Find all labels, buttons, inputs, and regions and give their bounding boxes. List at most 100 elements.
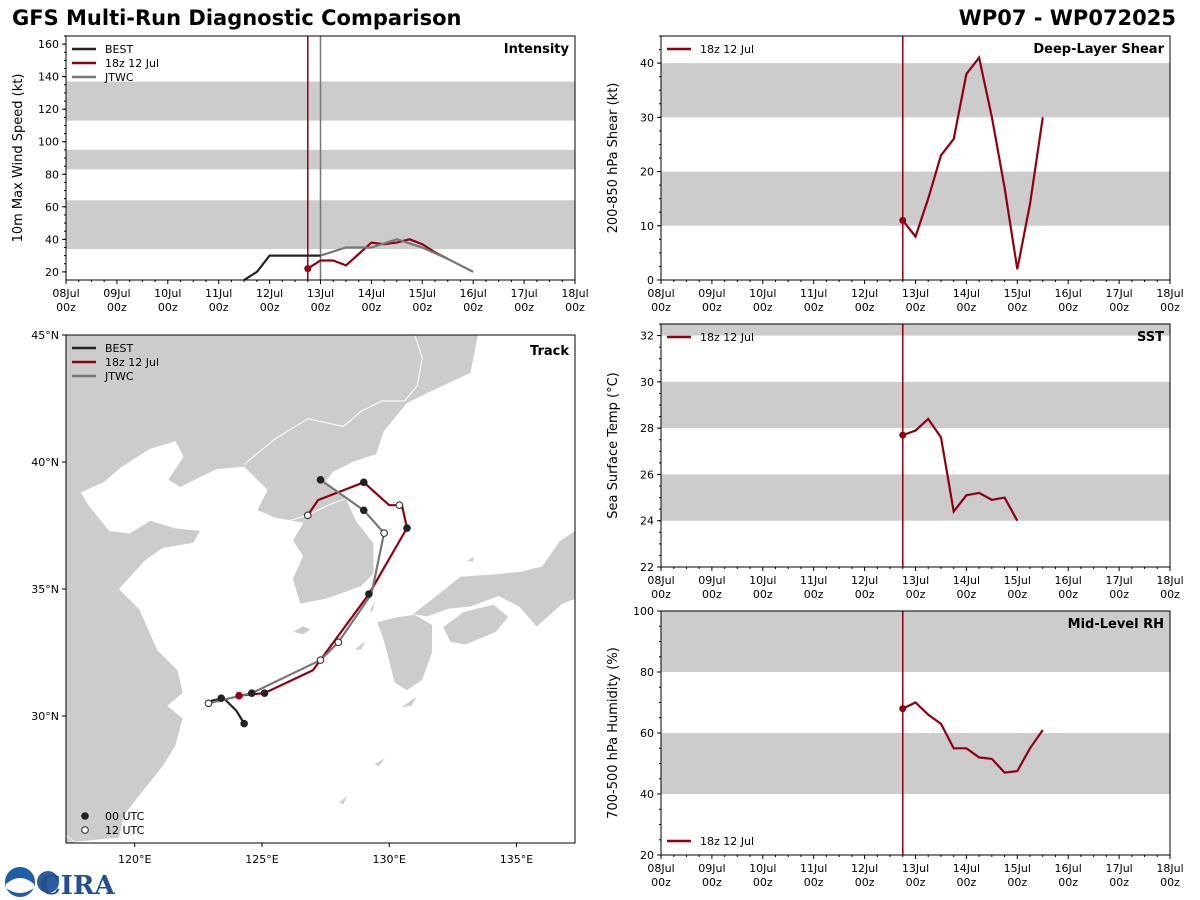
x-tick-label-day: 08Jul: [647, 574, 674, 587]
panel-title: Deep-Layer Shear: [1033, 42, 1164, 57]
border-china-russia: [404, 335, 423, 402]
chart-intensity: 2040608010012014016008Jul00z09Jul00z10Ju…: [11, 35, 589, 314]
lon-tick-label: 130°E: [372, 853, 405, 866]
x-tick-label-hour: 00z: [906, 301, 926, 314]
y-tick-label: 140: [38, 71, 59, 84]
track-marker-best: [217, 694, 226, 703]
panel-title: Track: [530, 344, 569, 359]
x-tick-label-day: 18Jul: [561, 287, 588, 300]
land-shikoku: [442, 603, 510, 646]
land-taiwan-edge: [66, 834, 77, 843]
y-tick-label: 30: [640, 111, 654, 124]
x-tick-label-hour: 00z: [311, 301, 331, 314]
x-tick-label-hour: 00z: [1160, 876, 1180, 889]
legend-label: JTWC: [104, 71, 134, 84]
x-tick-label-hour: 00z: [514, 301, 534, 314]
x-tick-label-hour: 00z: [906, 588, 926, 601]
legend-label: 18z 12 Jul: [700, 43, 754, 56]
y-axis-label: 10m Max Wind Speed (kt): [11, 74, 26, 243]
threshold-band-0: [661, 733, 1170, 794]
x-tick-label-hour: 00z: [1007, 876, 1027, 889]
land-honshu: [411, 530, 575, 628]
x-tick-label-day: 08Jul: [647, 862, 674, 875]
x-tick-label-day: 12Jul: [851, 287, 878, 300]
track-line-best: [210, 697, 246, 725]
x-tick-label-day: 09Jul: [698, 574, 725, 587]
x-tick-label-hour: 00z: [1058, 301, 1078, 314]
x-tick-label-hour: 00z: [753, 876, 773, 889]
track-marker-run: [235, 691, 243, 700]
x-tick-label-hour: 00z: [260, 301, 280, 314]
x-tick-label-hour: 00z: [855, 588, 875, 601]
x-tick-label-day: 12Jul: [851, 574, 878, 587]
y-tick-label: 60: [640, 727, 654, 740]
land-ryukyu2: [337, 794, 349, 806]
panel-title: Mid-Level RH: [1068, 617, 1164, 632]
x-tick-label-hour: 00z: [362, 301, 382, 314]
x-tick-label-hour: 00z: [412, 301, 432, 314]
y-axis-label: 200-850 hPa Shear (kt): [606, 83, 621, 234]
legend-label: JTWC: [104, 370, 134, 383]
storm-id-title: WP07 - WP072025: [958, 6, 1176, 30]
x-tick-label-day: 14Jul: [953, 862, 980, 875]
x-tick-label-hour: 00z: [1160, 301, 1180, 314]
track-marker-jtwc: [380, 529, 388, 537]
x-tick-label-day: 12Jul: [851, 862, 878, 875]
land-kyushu: [375, 613, 433, 692]
y-tick-label: 40: [640, 57, 654, 70]
series-start-marker-run: [899, 431, 907, 439]
x-tick-label-day: 17Jul: [1105, 862, 1132, 875]
x-tick-label-hour: 00z: [1058, 876, 1078, 889]
x-tick-label-hour: 00z: [463, 301, 483, 314]
cira-logo: CIRA: [5, 867, 115, 900]
y-tick-label: 20: [640, 849, 654, 862]
x-tick-label-hour: 00z: [56, 301, 76, 314]
border-china-korea: [243, 400, 405, 465]
x-tick-label-day: 14Jul: [358, 287, 385, 300]
series-line-run: [902, 417, 1019, 522]
panel-title: Intensity: [504, 42, 570, 57]
track-marker-jtwc: [247, 689, 256, 697]
x-tick-label-hour: 00z: [209, 301, 229, 314]
track-marker-jtwc: [316, 475, 325, 484]
x-tick-label-hour: 00z: [651, 301, 671, 314]
track-marker-run: [365, 590, 373, 598]
lat-tick-label: 30°N: [31, 710, 59, 723]
y-tick-label: 100: [38, 136, 59, 149]
x-tick-label-hour: 00z: [158, 301, 178, 314]
y-tick-label: 0: [647, 274, 654, 287]
y-axis-label: 700-500 hPa Humidity (%): [606, 647, 621, 819]
x-tick-label-day: 14Jul: [953, 287, 980, 300]
x-tick-label-day: 15Jul: [1004, 862, 1031, 875]
globe-icon: [37, 871, 59, 893]
x-tick-label-hour: 00z: [804, 876, 824, 889]
legend-label: 18z 12 Jul: [105, 57, 159, 70]
land-ryukyu1: [373, 756, 388, 768]
panel-title: SST: [1137, 330, 1164, 345]
track-marker-jtwc: [316, 656, 325, 664]
x-tick-label-day: 16Jul: [1055, 287, 1082, 300]
y-tick-label: 10: [640, 220, 654, 233]
land-tanegashima: [399, 695, 418, 709]
lon-tick-label: 135°E: [500, 853, 533, 866]
x-tick-label-hour: 00z: [1109, 588, 1129, 601]
x-tick-label-day: 13Jul: [902, 862, 929, 875]
x-tick-label-day: 10Jul: [749, 574, 776, 587]
border-dmz: [289, 497, 349, 521]
x-tick-label-hour: 00z: [804, 588, 824, 601]
x-tick-label-hour: 00z: [1160, 588, 1180, 601]
chart-sst: 22242628303208Jul00z09Jul00z10Jul00z11Ju…: [606, 323, 1184, 601]
x-tick-label-day: 18Jul: [1156, 574, 1183, 587]
land-tsushima: [368, 596, 377, 613]
marker-legend-label: 12 UTC: [105, 824, 145, 837]
plot-area: [661, 324, 1170, 567]
x-tick-label-hour: 00z: [702, 876, 722, 889]
lon-tick-label: 125°E: [245, 853, 278, 866]
x-tick-label-day: 15Jul: [1004, 574, 1031, 587]
y-tick-label: 20: [45, 266, 59, 279]
y-tick-label: 40: [640, 788, 654, 801]
series-line-run: [902, 701, 1044, 774]
land-jeju: [291, 625, 313, 636]
track-marker-run: [359, 478, 368, 487]
legend-label: 18z 12 Jul: [700, 331, 754, 344]
